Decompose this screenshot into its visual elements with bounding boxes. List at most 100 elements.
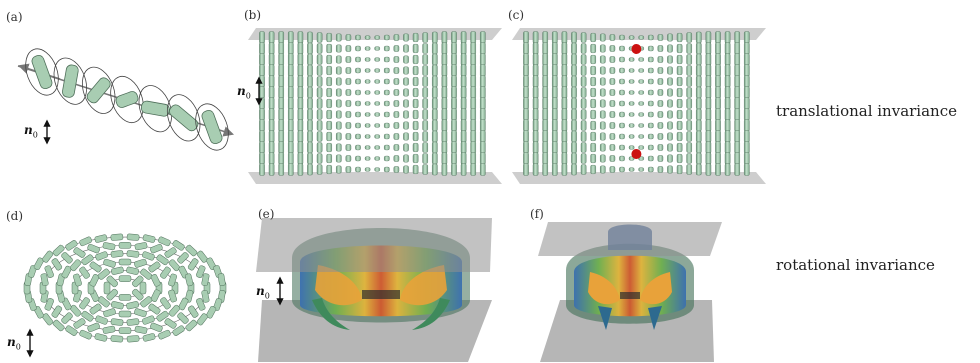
lattice-cylinder <box>667 88 673 97</box>
lattice-cylinder <box>268 119 275 132</box>
lattice-cylinder <box>532 31 539 44</box>
lattice-cylinder <box>686 164 692 175</box>
ring-cylinder <box>134 258 147 268</box>
lattice-cylinder <box>451 97 457 110</box>
lattice-cylinder <box>307 108 313 121</box>
helix-cylinder <box>169 104 199 132</box>
ring-cylinder <box>97 268 110 280</box>
panel-c-lattice <box>512 28 766 184</box>
lattice-cylinder <box>532 86 539 99</box>
lattice-cylinder <box>355 67 361 74</box>
lattice-cylinder <box>316 142 323 153</box>
lattice-cylinder <box>600 33 606 42</box>
lattice-cylinder <box>422 120 429 131</box>
ring-cylinder <box>69 304 82 317</box>
lattice-cylinder <box>345 122 352 129</box>
director-symbol: n <box>7 335 16 349</box>
ring-cylinder <box>187 305 199 318</box>
lattice-cylinder <box>696 152 702 165</box>
lattice-cylinder <box>316 76 323 87</box>
lattice-cylinder <box>278 152 285 165</box>
lattice-cylinder <box>734 152 740 165</box>
lattice-cylinder <box>734 31 740 44</box>
lattice-cylinder <box>667 99 673 108</box>
lattice-cylinder <box>336 121 342 130</box>
lattice-cylinder <box>451 64 457 77</box>
lattice-cylinder <box>316 153 323 164</box>
lattice-cylinder <box>355 34 361 41</box>
lattice-cylinder <box>432 53 438 66</box>
lattice-cylinder <box>460 53 467 66</box>
lattice-cylinder <box>552 97 558 110</box>
lattice-cylinder <box>480 108 486 121</box>
lattice-cylinder <box>307 152 313 165</box>
lattice-cylinder <box>619 166 625 173</box>
lattice-cylinder <box>609 45 616 52</box>
lattice-cylinder <box>523 119 529 132</box>
lattice-cylinder <box>532 64 539 77</box>
lattice-cylinder <box>441 31 448 44</box>
lattice-cylinder <box>638 112 644 117</box>
lattice-cylinder <box>288 75 294 88</box>
lattice-cylinder <box>523 42 529 55</box>
lattice-cylinder <box>451 152 457 165</box>
lattice-cylinder <box>619 133 625 140</box>
left-lobe <box>588 272 620 305</box>
director-subscript: 0 <box>245 91 251 101</box>
lattice-cylinder <box>696 31 702 44</box>
lattice-cylinder <box>326 54 333 65</box>
lattice-cylinder <box>561 42 568 55</box>
helix-unit <box>195 103 229 151</box>
lattice-cylinder <box>451 31 457 44</box>
lattice-cylinder <box>667 77 673 86</box>
lattice-cylinder <box>470 108 477 121</box>
ring-cylinder <box>142 234 156 243</box>
lattice-cylinder <box>364 57 371 62</box>
ring-cylinder <box>131 275 144 288</box>
lattice-cylinder <box>619 89 625 96</box>
lattice-cylinder <box>628 90 635 95</box>
ring-cylinder <box>126 233 140 241</box>
lattice-cylinder <box>268 53 275 66</box>
lattice-cylinder <box>657 100 664 107</box>
ring-cylinder <box>95 315 108 325</box>
lattice-cylinder <box>657 166 664 173</box>
lattice-cylinder <box>542 75 548 88</box>
ring-cylinder <box>177 252 189 264</box>
lattice-cylinder <box>403 154 409 163</box>
lattice-cylinder <box>542 130 548 143</box>
lattice-cylinder <box>561 31 568 44</box>
lattice-cylinder <box>412 43 419 54</box>
lattice-cylinder <box>523 75 529 88</box>
lattice-cylinder <box>326 164 333 175</box>
director-label-d: n0 <box>7 335 21 351</box>
lattice-cylinder <box>278 108 285 121</box>
ring-cylinder <box>103 258 116 268</box>
lattice-cylinder <box>470 42 477 55</box>
lattice-cylinder <box>571 86 577 99</box>
lattice-cylinder <box>470 152 477 165</box>
lattice-cylinder <box>336 132 342 141</box>
lattice-cylinder <box>422 65 429 76</box>
lattice-cylinder <box>336 154 342 163</box>
lattice-cylinder <box>561 53 568 66</box>
lattice-cylinder <box>705 130 712 143</box>
lattice-cylinder <box>259 42 265 55</box>
lattice-cylinder <box>364 46 371 51</box>
lattice-cylinder <box>590 76 596 87</box>
helix-loop <box>25 48 59 96</box>
lattice-cylinder <box>259 130 265 143</box>
lattice-cylinder <box>657 155 664 162</box>
right-lobe <box>400 265 447 306</box>
ring-cylinder <box>51 258 63 271</box>
lattice-cylinder <box>552 75 558 88</box>
lattice-cylinder <box>441 97 448 110</box>
lattice-cylinder <box>393 67 400 74</box>
lattice-cylinder <box>336 99 342 108</box>
lattice-cylinder <box>657 67 664 74</box>
director-symbol: n <box>256 284 265 298</box>
lattice-cylinder <box>600 143 606 152</box>
lattice-cylinder <box>744 75 750 88</box>
lattice-cylinder <box>705 75 712 88</box>
lattice-cylinder <box>667 44 673 53</box>
